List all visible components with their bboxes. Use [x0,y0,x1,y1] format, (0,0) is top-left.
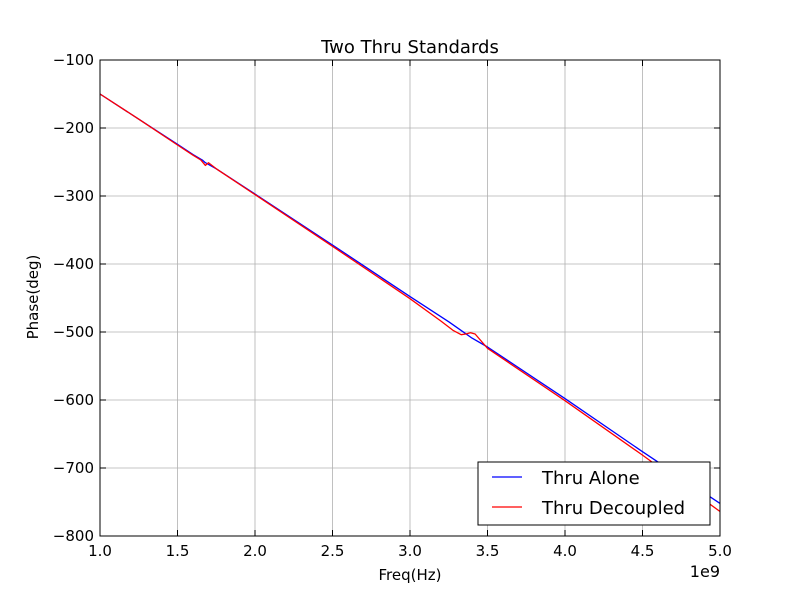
y-axis-label: Phase(deg) [24,255,42,340]
x-tick-label: 5.0 [708,542,732,560]
legend-label-thru-alone: Thru Alone [541,468,640,489]
x-axis-offset-label: 1e9 [690,562,720,581]
x-tick-label: 1.0 [88,542,112,560]
x-tick-label: 3.5 [476,542,500,560]
tick-labels: 1.0 1.5 2.0 2.5 3.0 3.5 4.0 4.5 5.0 −100 −200 −300 −… [53,51,732,560]
x-tick-label: 1.5 [166,542,190,560]
axis-ticks [99,59,721,537]
legend-label-thru-decoupled: Thru Decoupled [541,498,685,519]
x-tick-label: 4.0 [553,542,577,560]
x-tick-label: 4.5 [631,542,655,560]
y-tick-label: −200 [53,119,94,137]
x-axis-label: Freq(Hz) [379,566,442,584]
y-tick-label: −700 [53,459,94,477]
legend: Thru Alone Thru Decoupled [477,461,711,526]
x-tick-label: 3.0 [398,542,422,560]
y-tick-label: −300 [53,187,94,205]
chart-title: Two Thru Standards [320,37,499,58]
y-tick-label: −800 [53,527,94,545]
series-line-thru-decoupled [99,93,721,513]
y-tick-label: −500 [53,323,94,341]
y-tick-label: −400 [53,255,94,273]
y-tick-label: −100 [53,51,94,69]
x-tick-label: 2.5 [321,542,345,560]
series-group [99,93,721,513]
x-tick-label: 2.0 [243,542,267,560]
y-tick-label: −600 [53,391,94,409]
legend-box [477,461,711,526]
